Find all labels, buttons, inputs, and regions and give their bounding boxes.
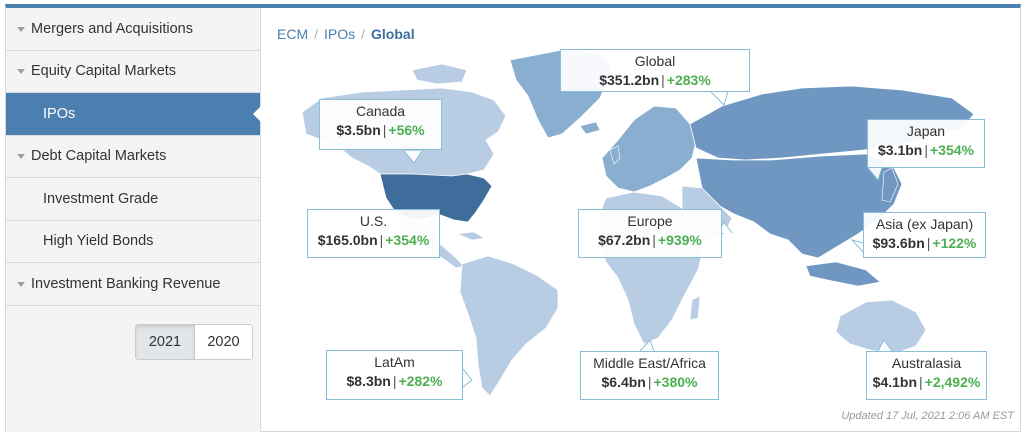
callout-tails <box>403 90 893 388</box>
region-value-row: $67.2bn | +939% <box>579 232 721 248</box>
separator: | <box>382 122 387 138</box>
region-value: $351.2bn <box>599 72 660 88</box>
sidebar-item-label: Equity Capital Markets <box>31 63 177 80</box>
region-value: $165.0bn <box>317 232 378 248</box>
region-value: $4.1bn <box>872 374 918 390</box>
sidebar-item-label: Investment Banking Revenue <box>31 275 221 292</box>
sidebar-item-high-yield-bonds[interactable]: High Yield Bonds <box>6 221 260 263</box>
region-value: $3.5bn <box>336 122 381 138</box>
breadcrumb-separator: / <box>361 26 366 42</box>
region-callout-australasia[interactable]: Australasia $4.1bn | +2,492% <box>866 351 987 400</box>
region-name: LatAm <box>374 354 415 370</box>
region-change: +122% <box>932 235 977 251</box>
map-region-arctic-islands[interactable] <box>411 63 468 85</box>
region-value-row: $4.1bn | +2,492% <box>867 374 986 390</box>
region-value: $67.2bn <box>598 232 651 248</box>
chevron-down-icon <box>17 26 25 32</box>
map-region-japan[interactable] <box>881 167 899 203</box>
region-name: Japan <box>906 123 946 139</box>
region-callout-canada[interactable]: Canada $3.5bn | +56% <box>319 99 442 150</box>
sidebar-item-investment-grade[interactable]: Investment Grade <box>6 178 260 221</box>
region-value-row: $165.0bn | +354% <box>308 232 439 248</box>
breadcrumb-current: Global <box>371 26 415 42</box>
breadcrumb-separator: / <box>314 26 319 42</box>
region-name: Australasia <box>891 355 962 371</box>
chevron-down-icon <box>17 154 25 160</box>
region-change: +354% <box>930 142 974 158</box>
sidebar-item-label: Investment Grade <box>43 190 159 207</box>
region-name: Asia (ex Japan) <box>875 216 974 232</box>
region-change: +380% <box>653 374 698 390</box>
sidebar-item-equity-capital-markets[interactable]: Equity Capital Markets <box>6 51 260 93</box>
region-change: +56% <box>388 122 425 138</box>
chevron-down-icon <box>17 281 25 287</box>
region-change: +283% <box>666 72 711 88</box>
region-change: +282% <box>398 373 443 389</box>
app-frame: Mergers and Acquisitions Equity Capital … <box>5 4 1021 432</box>
region-callout-middle-east-africa[interactable]: Middle East/Africa $6.4bn | +380% <box>580 351 719 400</box>
separator: | <box>392 373 397 389</box>
breadcrumb: ECM / IPOs / Global <box>277 26 415 42</box>
region-value-row: $8.3bn | +282% <box>327 373 462 389</box>
map-region-australia[interactable] <box>835 299 927 355</box>
sidebar-item-debt-capital-markets[interactable]: Debt Capital Markets <box>6 136 260 178</box>
region-callout-japan[interactable]: Japan $3.1bn | +354% <box>867 119 985 168</box>
sidebar: Mergers and Acquisitions Equity Capital … <box>6 8 261 432</box>
sidebar-item-label: High Yield Bonds <box>43 233 154 250</box>
region-value: $3.1bn <box>878 142 923 158</box>
region-callout-latam[interactable]: LatAm $8.3bn | +282% <box>326 350 463 400</box>
separator: | <box>919 374 923 390</box>
region-name: Europe <box>627 213 673 229</box>
region-value: $6.4bn <box>601 374 646 390</box>
region-value-row: $6.4bn | +380% <box>581 374 718 390</box>
separator: | <box>379 232 384 248</box>
sidebar-item-mergers-and-acquisitions[interactable]: Mergers and Acquisitions <box>6 8 260 51</box>
breadcrumb-item-ecm[interactable]: ECM <box>277 26 309 42</box>
region-value-row: $351.2bn | +283% <box>561 72 749 88</box>
region-value-row: $3.5bn | +56% <box>320 122 441 138</box>
region-change: +354% <box>385 232 430 248</box>
sidebar-item-investment-banking-revenue[interactable]: Investment Banking Revenue <box>6 263 260 306</box>
separator: | <box>924 142 928 158</box>
separator: | <box>652 232 656 248</box>
sidebar-item-ipos[interactable]: IPOs <box>6 93 261 136</box>
region-name: Global <box>634 53 676 69</box>
separator: | <box>926 235 931 251</box>
year-button-2021[interactable]: 2021 <box>136 325 194 359</box>
region-callout-global[interactable]: Global $351.2bn | +283% <box>560 49 750 92</box>
region-name: U.S. <box>359 213 388 229</box>
region-change: +939% <box>657 232 702 248</box>
region-callout-europe[interactable]: Europe $67.2bn | +939% <box>578 209 722 258</box>
region-value-row: $93.6bn | +122% <box>864 235 985 251</box>
region-callout-us[interactable]: U.S. $165.0bn | +354% <box>307 209 440 258</box>
map-region-madagascar[interactable] <box>689 295 701 321</box>
separator: | <box>647 374 652 390</box>
sidebar-item-label: IPOs <box>43 105 76 122</box>
region-value: $93.6bn <box>872 235 925 251</box>
year-button-2020[interactable]: 2020 <box>194 325 252 359</box>
region-change: +2,492% <box>924 374 981 390</box>
region-value-row: $3.1bn | +354% <box>868 142 984 158</box>
separator: | <box>661 72 665 88</box>
map-region-europe[interactable] <box>601 105 697 193</box>
map-region-south-america[interactable] <box>459 255 559 397</box>
updated-timestamp: Updated 17 Jul, 2021 2:06 AM EST <box>841 410 1014 422</box>
map-region-asia[interactable] <box>695 153 903 259</box>
sidebar-item-label: Debt Capital Markets <box>31 148 167 165</box>
map-region-se-asia-islands[interactable] <box>805 261 881 287</box>
main-panel: ECM / IPOs / Global Global $351.2bn | +283% Ca… <box>262 8 1020 432</box>
map-region-iceland[interactable] <box>579 121 601 135</box>
region-callout-asia[interactable]: Asia (ex Japan) $93.6bn | +122% <box>863 212 986 258</box>
sidebar-item-label: Mergers and Acquisitions <box>31 20 193 37</box>
map-region-uk[interactable] <box>609 145 621 165</box>
region-value: $8.3bn <box>346 373 391 389</box>
region-name: Canada <box>355 103 406 119</box>
breadcrumb-item-ipos[interactable]: IPOs <box>324 26 356 42</box>
chevron-down-icon <box>17 69 25 75</box>
year-toggle: 2021 2020 <box>135 324 253 360</box>
region-name: Middle East/Africa <box>593 355 706 371</box>
map-region-caribbean[interactable] <box>456 231 485 241</box>
